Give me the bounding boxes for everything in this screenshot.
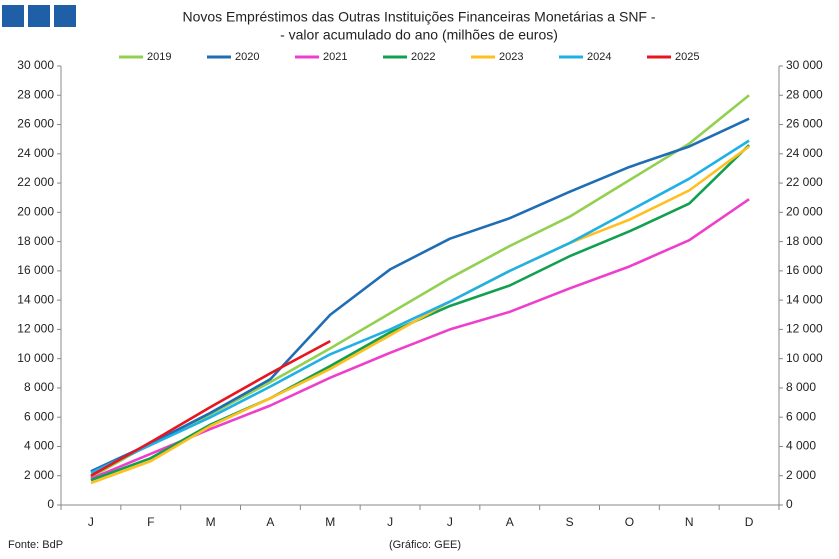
x-tick-label: M (206, 515, 216, 529)
y2-tick-label: 12 000 (786, 322, 823, 336)
y2-tick-label: 6 000 (786, 409, 816, 423)
x-tick-label: N (685, 515, 694, 529)
x-tick-label: M (325, 515, 335, 529)
series-line (90, 339, 331, 477)
source: Fonte: BdP (8, 539, 63, 551)
x-tick-label: J (447, 515, 453, 529)
y2-tick-label: 20 000 (786, 205, 823, 219)
legend-label: 2022 (411, 51, 435, 63)
y2-tick-label: 30 000 (786, 58, 823, 72)
credit: (Gráfico: GEE) (389, 539, 461, 551)
series-line (90, 144, 750, 482)
series-line (90, 117, 750, 473)
x-tick-label: A (266, 515, 274, 529)
chart-title: Novos Empréstimos das Outras Instituiçõe… (182, 9, 655, 25)
chart-subtitle: - valor acumulado do ano (milhões de eur… (280, 27, 558, 43)
y2-tick-label: 4 000 (786, 439, 816, 453)
y2-tick-label: 24 000 (786, 146, 823, 160)
y2-tick-label: 10 000 (786, 351, 823, 365)
y2-tick-label: 22 000 (786, 175, 823, 189)
y-tick-label: 10 000 (17, 351, 54, 365)
x-tick-label: J (88, 515, 94, 529)
y2-tick-label: 0 (786, 497, 793, 511)
legend-label: 2023 (499, 51, 523, 63)
logo-block (28, 5, 50, 27)
series-line (90, 145, 750, 485)
y-tick-label: 14 000 (17, 292, 54, 306)
y2-tick-label: 8 000 (786, 380, 816, 394)
y-tick-label: 12 000 (17, 322, 54, 336)
y-tick-label: 18 000 (17, 234, 54, 248)
x-tick-label: F (147, 515, 154, 529)
series-line (90, 139, 750, 474)
x-tick-label: S (566, 515, 574, 529)
y-tick-label: 4 000 (24, 439, 54, 453)
y2-tick-label: 2 000 (786, 468, 816, 482)
logo-block (54, 5, 76, 27)
logo-block (2, 5, 24, 27)
y-tick-label: 22 000 (17, 175, 54, 189)
y2-tick-label: 26 000 (786, 117, 823, 131)
y2-tick-label: 14 000 (786, 292, 823, 306)
y-tick-label: 30 000 (17, 58, 54, 72)
legend-label: 2021 (323, 51, 347, 63)
y-tick-label: 20 000 (17, 205, 54, 219)
x-tick-label: O (625, 515, 634, 529)
y2-tick-label: 18 000 (786, 234, 823, 248)
y-tick-label: 8 000 (24, 380, 54, 394)
x-tick-label: D (745, 515, 754, 529)
y-tick-label: 6 000 (24, 409, 54, 423)
x-tick-label: J (387, 515, 393, 529)
x-tick-label: A (506, 515, 514, 529)
legend-label: 2025 (675, 51, 699, 63)
y-tick-label: 2 000 (24, 468, 54, 482)
y-tick-label: 26 000 (17, 117, 54, 131)
legend-label: 2020 (235, 51, 259, 63)
y-tick-label: 16 000 (17, 263, 54, 277)
y-tick-label: 28 000 (17, 87, 54, 101)
y2-tick-label: 28 000 (786, 87, 823, 101)
y-tick-label: 24 000 (17, 146, 54, 160)
y-tick-label: 0 (47, 497, 54, 511)
legend-label: 2024 (587, 51, 611, 63)
y2-tick-label: 16 000 (786, 263, 823, 277)
legend-label: 2019 (147, 51, 171, 63)
